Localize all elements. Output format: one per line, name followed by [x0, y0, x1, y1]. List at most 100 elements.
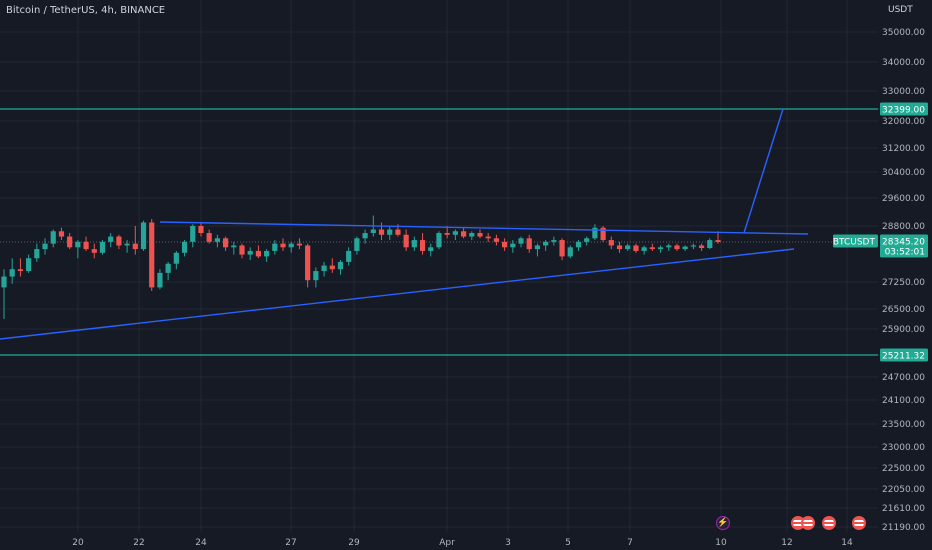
candle-body: [231, 245, 237, 248]
candle-body: [403, 234, 409, 248]
candle-body: [625, 245, 631, 250]
candle-body: [321, 265, 327, 272]
candle-body: [157, 272, 163, 288]
time-tick-label: 27: [285, 538, 296, 548]
resistance-price-tag-text: 32399.00: [882, 106, 925, 116]
price-tick-label: 31200.00: [882, 144, 925, 154]
candlestick-series: [1, 215, 721, 319]
candle-body: [116, 236, 122, 246]
candle-body: [559, 240, 565, 257]
breakout-projection-line: [743, 108, 784, 234]
candle-body: [551, 240, 557, 242]
price-tick-label: 27250.00: [882, 278, 925, 288]
time-tick-label: 14: [841, 538, 853, 548]
candle-body: [346, 250, 352, 262]
candle-body: [280, 243, 286, 248]
support-price-tag: [880, 348, 928, 362]
candle-body: [707, 240, 713, 249]
candle-body: [264, 250, 270, 257]
candle-body: [543, 241, 549, 246]
price-tick-label: 30400.00: [882, 168, 925, 178]
last-price-tag-text: 03:52:01: [885, 247, 925, 257]
candle-body: [255, 250, 262, 257]
candle-body: [682, 246, 688, 250]
candle-body: [452, 231, 458, 235]
price-tick-label: 24100.00: [882, 396, 925, 406]
candle-body: [296, 243, 303, 246]
candle-body: [9, 269, 15, 277]
candle-body: [165, 263, 171, 273]
lower-trendline: [0, 248, 795, 340]
time-tick-label: 5: [565, 538, 571, 548]
candle-body: [510, 243, 516, 248]
candle-body: [493, 238, 500, 242]
candle-body: [247, 250, 253, 255]
time-tick-label: 7: [627, 538, 633, 548]
candle-body: [140, 222, 147, 250]
candle-body: [50, 231, 56, 244]
candle-body: [34, 249, 40, 259]
us-flag-icon[interactable]: [801, 516, 815, 530]
candle-body: [75, 241, 81, 248]
candle-body: [534, 245, 541, 250]
price-tick-label: 21190.00: [882, 523, 925, 533]
candle-body: [395, 229, 401, 235]
symbol-header: Bitcoin / TetherUS, 4h, BINANCE: [6, 5, 166, 16]
candle-body: [239, 245, 245, 255]
candle-body: [460, 231, 467, 237]
price-tick-label: 34000.00: [882, 58, 925, 68]
price-tick-label: 24700.00: [882, 373, 925, 383]
candle-body: [419, 240, 426, 251]
candle-body: [477, 233, 483, 237]
chart-grid: [0, 0, 878, 532]
price-tick-label: 23500.00: [882, 420, 925, 430]
candle-body: [337, 261, 344, 270]
currency-label: USDT: [888, 5, 913, 15]
candle-body: [354, 238, 360, 251]
candle-body: [428, 247, 434, 251]
us-flag-icon[interactable]: [822, 516, 836, 530]
candle-body: [108, 236, 114, 242]
symbol-interval: 4h: [101, 5, 114, 16]
candle-body: [181, 241, 188, 253]
candle-body: [633, 245, 639, 251]
candle-body: [132, 243, 138, 250]
candle-body: [313, 271, 319, 281]
time-tick-label: 22: [133, 538, 144, 548]
candle-body: [1, 276, 7, 288]
candle-body: [567, 247, 573, 257]
candle-body: [657, 247, 664, 250]
price-tick-label: 32000.00: [882, 117, 925, 127]
us-flag-icon[interactable]: [852, 516, 866, 530]
time-tick-label: 29: [348, 538, 360, 548]
candle-body: [411, 240, 417, 248]
price-tick-label: 25900.00: [882, 325, 925, 335]
time-tick-label: Apr: [439, 538, 455, 548]
candle-body: [469, 233, 475, 237]
candle-body: [214, 238, 220, 242]
candle-body: [222, 238, 229, 248]
candle-body: [370, 229, 376, 234]
candle-body: [124, 243, 130, 246]
candle-body: [67, 236, 73, 248]
last-price-tag: [880, 234, 928, 258]
candle-body: [666, 245, 672, 248]
candle-body: [91, 249, 97, 253]
candle-body: [526, 238, 532, 250]
symbol-price-tag: [833, 234, 878, 248]
event-icon[interactable]: ⚡: [716, 516, 730, 530]
candle-body: [674, 245, 680, 250]
candle-body: [608, 240, 614, 246]
candle-body: [649, 247, 655, 250]
candle-body: [272, 243, 278, 251]
candle-body: [149, 222, 155, 288]
symbol-name: Bitcoin / TetherUS: [6, 5, 95, 16]
price-tick-label: 29600.00: [882, 194, 925, 204]
time-axis: 20 22 24 27 29 Apr 3 5 7 10 12 14: [72, 538, 853, 548]
support-price-tag-text: 25211.32: [882, 351, 925, 361]
candle-body: [387, 229, 393, 235]
candle-body: [83, 241, 89, 250]
candle-body: [575, 241, 582, 248]
